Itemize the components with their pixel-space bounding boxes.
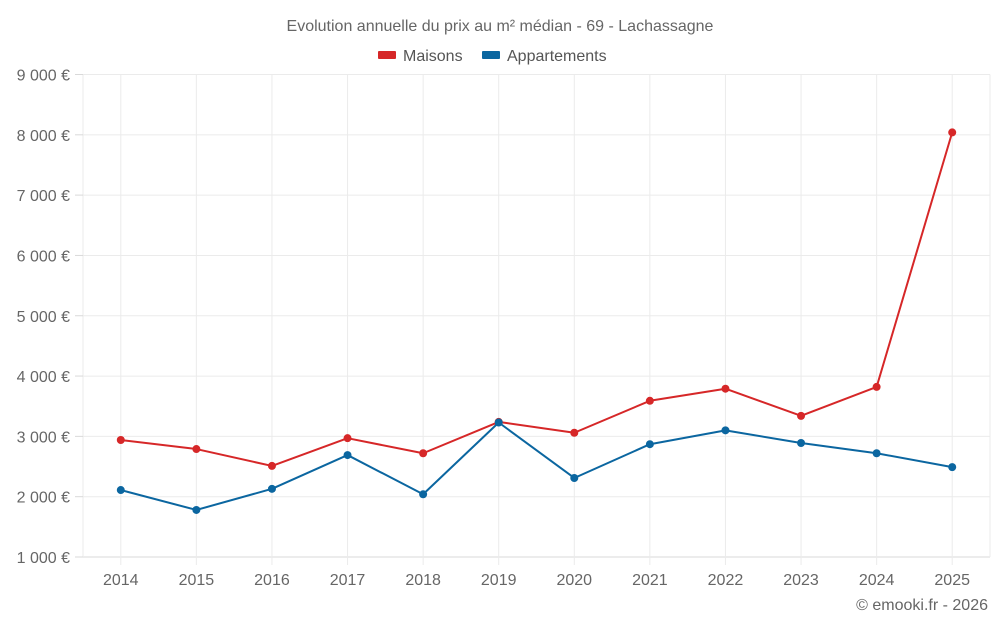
- chart-title: Evolution annuelle du prix au m² médian …: [287, 18, 714, 35]
- data-point: [948, 128, 957, 137]
- series-line-appartements: [120, 421, 953, 511]
- series-maisons: [116, 128, 957, 470]
- data-point: [797, 411, 806, 420]
- data-point: [872, 382, 881, 391]
- data-point: [645, 440, 654, 449]
- data-point: [645, 396, 654, 405]
- legend: Maisons Appartements: [378, 48, 607, 65]
- data-point: [494, 418, 503, 427]
- credit-text: © emooki.fr - 2026: [856, 597, 988, 614]
- x-tick-label: 2021: [632, 572, 668, 589]
- y-tick-label: 3 000 €: [17, 429, 70, 446]
- x-tick-label: 2019: [481, 572, 517, 589]
- x-tick-label: 2014: [103, 572, 139, 589]
- y-tick-label: 9 000 €: [17, 68, 70, 85]
- y-tick-label: 1 000 €: [17, 550, 70, 567]
- x-tick-label: 2016: [254, 572, 290, 589]
- data-point: [192, 505, 201, 514]
- x-tick-label: 2018: [405, 572, 441, 589]
- legend-label-maisons: Maisons: [403, 48, 463, 65]
- series-appartements: [116, 418, 957, 514]
- grid: [82, 74, 991, 558]
- data-point: [267, 461, 276, 470]
- data-point: [343, 434, 352, 443]
- data-point: [721, 384, 730, 393]
- x-tick-label: 2024: [859, 572, 895, 589]
- legend-label-appartements: Appartements: [507, 48, 607, 65]
- data-point: [570, 473, 579, 482]
- data-point: [116, 435, 125, 444]
- x-tick-label: 2017: [330, 572, 366, 589]
- y-tick-label: 2 000 €: [17, 490, 70, 507]
- data-point: [872, 449, 881, 458]
- y-tick-label: 6 000 €: [17, 248, 70, 265]
- series-group: [116, 128, 957, 514]
- data-point: [343, 451, 352, 460]
- data-point: [116, 486, 125, 495]
- x-tick-label: 2020: [556, 572, 592, 589]
- legend-swatch-appartements: [482, 51, 500, 59]
- y-tick-label: 8 000 €: [17, 128, 70, 145]
- x-tick-label: 2025: [934, 572, 970, 589]
- data-point: [948, 463, 957, 472]
- data-point: [721, 426, 730, 435]
- series-line-maisons: [120, 132, 954, 467]
- x-axis: 2014 2015 2016 2017 2018 2019 2020 2021 2022 2023…: [103, 557, 970, 589]
- y-tick-label: 7 000 €: [17, 188, 70, 205]
- data-point: [267, 484, 276, 493]
- x-tick-label: 2022: [708, 572, 744, 589]
- legend-swatch-maisons: [378, 51, 396, 59]
- data-point: [797, 439, 806, 448]
- data-point: [419, 490, 428, 499]
- y-axis: 1 000 € 2 000 € 3 000 € 4 000 € 5 000 € 6 000…: [17, 68, 83, 567]
- data-point: [570, 428, 579, 437]
- y-tick-label: 5 000 €: [17, 309, 70, 326]
- data-point: [192, 445, 201, 454]
- x-tick-label: 2015: [179, 572, 215, 589]
- y-tick-label: 4 000 €: [17, 369, 70, 386]
- data-point: [419, 449, 428, 458]
- x-tick-label: 2023: [783, 572, 819, 589]
